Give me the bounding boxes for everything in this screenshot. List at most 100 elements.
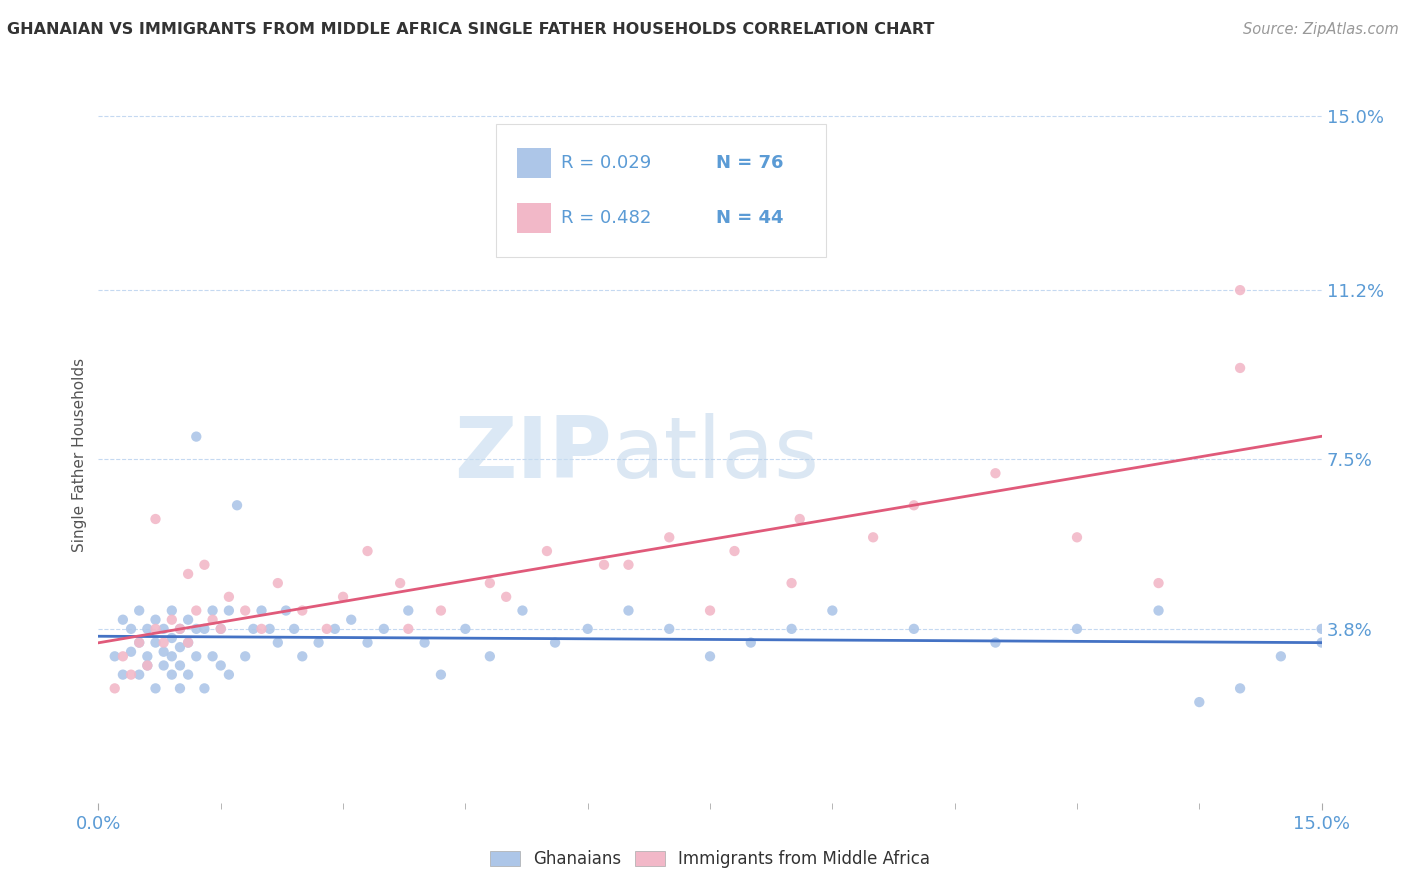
- Point: [332, 590, 354, 604]
- Point: [396, 603, 419, 617]
- Point: [120, 645, 142, 659]
- Text: GHANAIAN VS IMMIGRANTS FROM MIDDLE AFRICA SINGLE FATHER HOUSEHOLDS CORRELATION C: GHANAIAN VS IMMIGRANTS FROM MIDDLE AFRIC…: [7, 22, 935, 37]
- FancyBboxPatch shape: [517, 203, 551, 233]
- Point: [169, 681, 191, 696]
- Point: [536, 544, 558, 558]
- Point: [209, 658, 232, 673]
- Point: [658, 622, 681, 636]
- Point: [145, 622, 167, 636]
- Point: [177, 566, 200, 581]
- FancyBboxPatch shape: [496, 124, 827, 257]
- Point: [160, 649, 183, 664]
- Point: [267, 635, 290, 649]
- Point: [291, 603, 314, 617]
- Point: [218, 667, 240, 681]
- Point: [780, 576, 803, 591]
- Point: [389, 576, 412, 591]
- Point: [160, 613, 183, 627]
- FancyBboxPatch shape: [517, 148, 551, 178]
- Point: [478, 649, 501, 664]
- Point: [1229, 283, 1251, 297]
- Point: [120, 622, 142, 636]
- Point: [104, 649, 127, 664]
- Point: [283, 622, 305, 636]
- Point: [186, 622, 208, 636]
- Point: [128, 635, 150, 649]
- Point: [152, 645, 174, 659]
- Point: [152, 622, 174, 636]
- Point: [1147, 603, 1170, 617]
- Point: [544, 635, 567, 649]
- Point: [169, 622, 191, 636]
- Point: [1066, 622, 1088, 636]
- Point: [152, 635, 174, 649]
- Point: [430, 603, 453, 617]
- Point: [201, 603, 224, 617]
- Point: [323, 622, 346, 636]
- Point: [593, 558, 616, 572]
- Point: [160, 603, 183, 617]
- Point: [291, 649, 314, 664]
- Point: [699, 649, 721, 664]
- Text: atlas: atlas: [612, 413, 820, 497]
- Point: [903, 498, 925, 512]
- Point: [1188, 695, 1211, 709]
- Point: [340, 613, 363, 627]
- Point: [193, 681, 215, 696]
- Point: [1310, 622, 1333, 636]
- Point: [136, 658, 159, 673]
- Point: [274, 603, 297, 617]
- Point: [356, 544, 378, 558]
- Point: [658, 530, 681, 544]
- Point: [209, 622, 232, 636]
- Text: N = 76: N = 76: [716, 154, 783, 172]
- Point: [1270, 649, 1292, 664]
- Point: [308, 635, 330, 649]
- Point: [723, 544, 745, 558]
- Point: [267, 576, 290, 591]
- Point: [128, 603, 150, 617]
- Point: [145, 613, 167, 627]
- Point: [145, 635, 167, 649]
- Point: [1229, 681, 1251, 696]
- Point: [1229, 360, 1251, 375]
- Point: [740, 635, 762, 649]
- Point: [617, 558, 640, 572]
- Point: [160, 667, 183, 681]
- Point: [789, 512, 811, 526]
- Point: [233, 649, 256, 664]
- Y-axis label: Single Father Households: Single Father Households: [72, 358, 87, 552]
- Point: [495, 590, 517, 604]
- Point: [177, 667, 200, 681]
- Point: [186, 429, 208, 443]
- Point: [193, 558, 215, 572]
- Point: [1310, 635, 1333, 649]
- Point: [145, 681, 167, 696]
- Point: [984, 467, 1007, 481]
- Point: [169, 658, 191, 673]
- Text: R = 0.029: R = 0.029: [561, 154, 651, 172]
- Point: [576, 622, 599, 636]
- Point: [250, 622, 273, 636]
- Point: [233, 603, 256, 617]
- Point: [160, 631, 183, 645]
- Point: [128, 667, 150, 681]
- Point: [242, 622, 264, 636]
- Point: [478, 576, 501, 591]
- Point: [250, 603, 273, 617]
- Point: [373, 622, 395, 636]
- Legend: Ghanaians, Immigrants from Middle Africa: Ghanaians, Immigrants from Middle Africa: [484, 843, 936, 874]
- Point: [111, 667, 134, 681]
- Point: [454, 622, 477, 636]
- Point: [177, 613, 200, 627]
- Point: [821, 603, 844, 617]
- Point: [780, 622, 803, 636]
- Point: [128, 635, 150, 649]
- Point: [396, 622, 419, 636]
- Point: [152, 658, 174, 673]
- Point: [136, 622, 159, 636]
- Point: [512, 603, 534, 617]
- Point: [169, 622, 191, 636]
- Point: [699, 603, 721, 617]
- Point: [903, 622, 925, 636]
